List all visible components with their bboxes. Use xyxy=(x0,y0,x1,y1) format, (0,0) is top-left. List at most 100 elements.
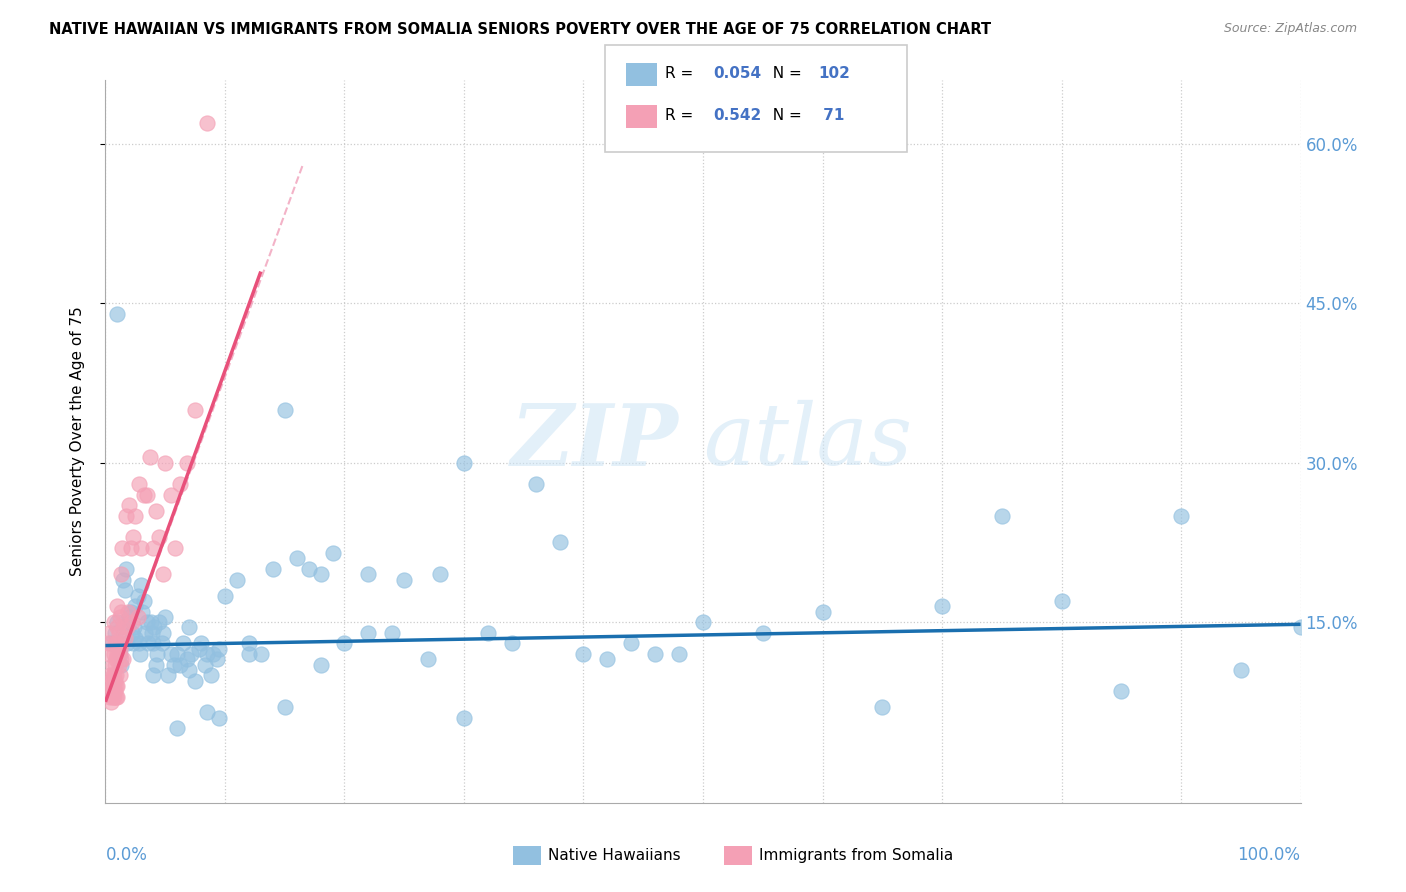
Point xyxy=(177,663,201,677)
Text: NATIVE HAWAIIAN VS IMMIGRANTS FROM SOMALIA SENIORS POVERTY OVER THE AGE OF 75 CO: NATIVE HAWAIIAN VS IMMIGRANTS FROM SOMAL… xyxy=(49,22,991,37)
Point xyxy=(453,711,475,725)
Point xyxy=(238,647,260,661)
Point xyxy=(1050,594,1073,608)
Point xyxy=(298,562,321,576)
Point xyxy=(114,508,136,523)
Point xyxy=(110,657,132,672)
Point xyxy=(145,657,167,672)
Point xyxy=(118,610,141,624)
Point xyxy=(195,706,218,720)
Text: N =: N = xyxy=(763,108,807,122)
Point xyxy=(166,722,188,736)
Point xyxy=(120,605,142,619)
Point xyxy=(429,567,451,582)
Point xyxy=(110,636,132,650)
Point xyxy=(751,625,773,640)
Point xyxy=(103,668,125,682)
Point xyxy=(548,535,571,549)
Point xyxy=(98,625,121,640)
Point xyxy=(156,668,179,682)
Point xyxy=(477,625,499,640)
Point xyxy=(357,625,380,640)
Point xyxy=(132,594,155,608)
Point xyxy=(200,668,222,682)
Point xyxy=(148,615,170,630)
Point xyxy=(122,530,145,544)
Point xyxy=(129,578,153,592)
Text: N =: N = xyxy=(763,66,807,80)
Point xyxy=(501,636,523,650)
Point xyxy=(105,679,128,693)
Text: Native Hawaiians: Native Hawaiians xyxy=(548,848,681,863)
Y-axis label: Seniors Poverty Over the Age of 75: Seniors Poverty Over the Age of 75 xyxy=(70,307,84,576)
Point xyxy=(118,498,141,512)
Point xyxy=(107,647,129,661)
Point xyxy=(98,668,121,682)
Text: Source: ZipAtlas.com: Source: ZipAtlas.com xyxy=(1223,22,1357,36)
Point xyxy=(107,620,129,634)
Point xyxy=(172,636,194,650)
Point xyxy=(114,562,136,576)
Point xyxy=(160,647,183,661)
Point xyxy=(142,668,165,682)
Point xyxy=(103,647,125,661)
Point xyxy=(143,620,166,634)
Point xyxy=(131,605,153,619)
Point xyxy=(418,652,440,666)
Point xyxy=(273,700,295,714)
Point xyxy=(121,615,143,630)
Point xyxy=(114,583,136,598)
Point xyxy=(187,641,209,656)
Point xyxy=(107,690,129,704)
Point xyxy=(112,620,135,634)
Point xyxy=(100,695,122,709)
Point xyxy=(128,477,150,491)
Point xyxy=(572,647,595,661)
Point xyxy=(105,690,128,704)
Point xyxy=(108,641,131,656)
Point xyxy=(112,652,135,666)
Point xyxy=(101,679,124,693)
Point xyxy=(101,657,124,672)
Point xyxy=(128,636,150,650)
Point xyxy=(104,673,127,688)
Point xyxy=(103,679,125,693)
Point xyxy=(176,652,198,666)
Point xyxy=(136,488,159,502)
Point xyxy=(194,657,217,672)
Point xyxy=(214,589,236,603)
Point xyxy=(104,684,127,698)
Point xyxy=(176,456,198,470)
Point xyxy=(121,625,143,640)
Point xyxy=(117,605,139,619)
Point xyxy=(98,679,121,693)
Point xyxy=(114,631,136,645)
Point xyxy=(107,599,129,614)
Text: 0.0%: 0.0% xyxy=(105,847,148,864)
Point xyxy=(620,636,643,650)
Text: R =: R = xyxy=(665,66,699,80)
Point xyxy=(108,647,131,661)
Point xyxy=(107,636,129,650)
Point xyxy=(104,625,127,640)
Text: 100.0%: 100.0% xyxy=(1237,847,1301,864)
Point xyxy=(180,647,202,661)
Point xyxy=(110,652,132,666)
Point xyxy=(138,450,160,465)
Point xyxy=(184,673,207,688)
Point xyxy=(139,615,162,630)
Point xyxy=(309,657,332,672)
Point xyxy=(104,636,127,650)
Point xyxy=(208,641,231,656)
Point xyxy=(107,679,129,693)
Point xyxy=(120,541,142,555)
Point xyxy=(250,647,273,661)
Point xyxy=(333,636,356,650)
Point xyxy=(100,636,122,650)
Point xyxy=(98,647,121,661)
Point xyxy=(142,541,165,555)
Point xyxy=(668,647,690,661)
Text: atlas: atlas xyxy=(703,401,912,483)
Point xyxy=(101,668,124,682)
Point xyxy=(1289,620,1312,634)
